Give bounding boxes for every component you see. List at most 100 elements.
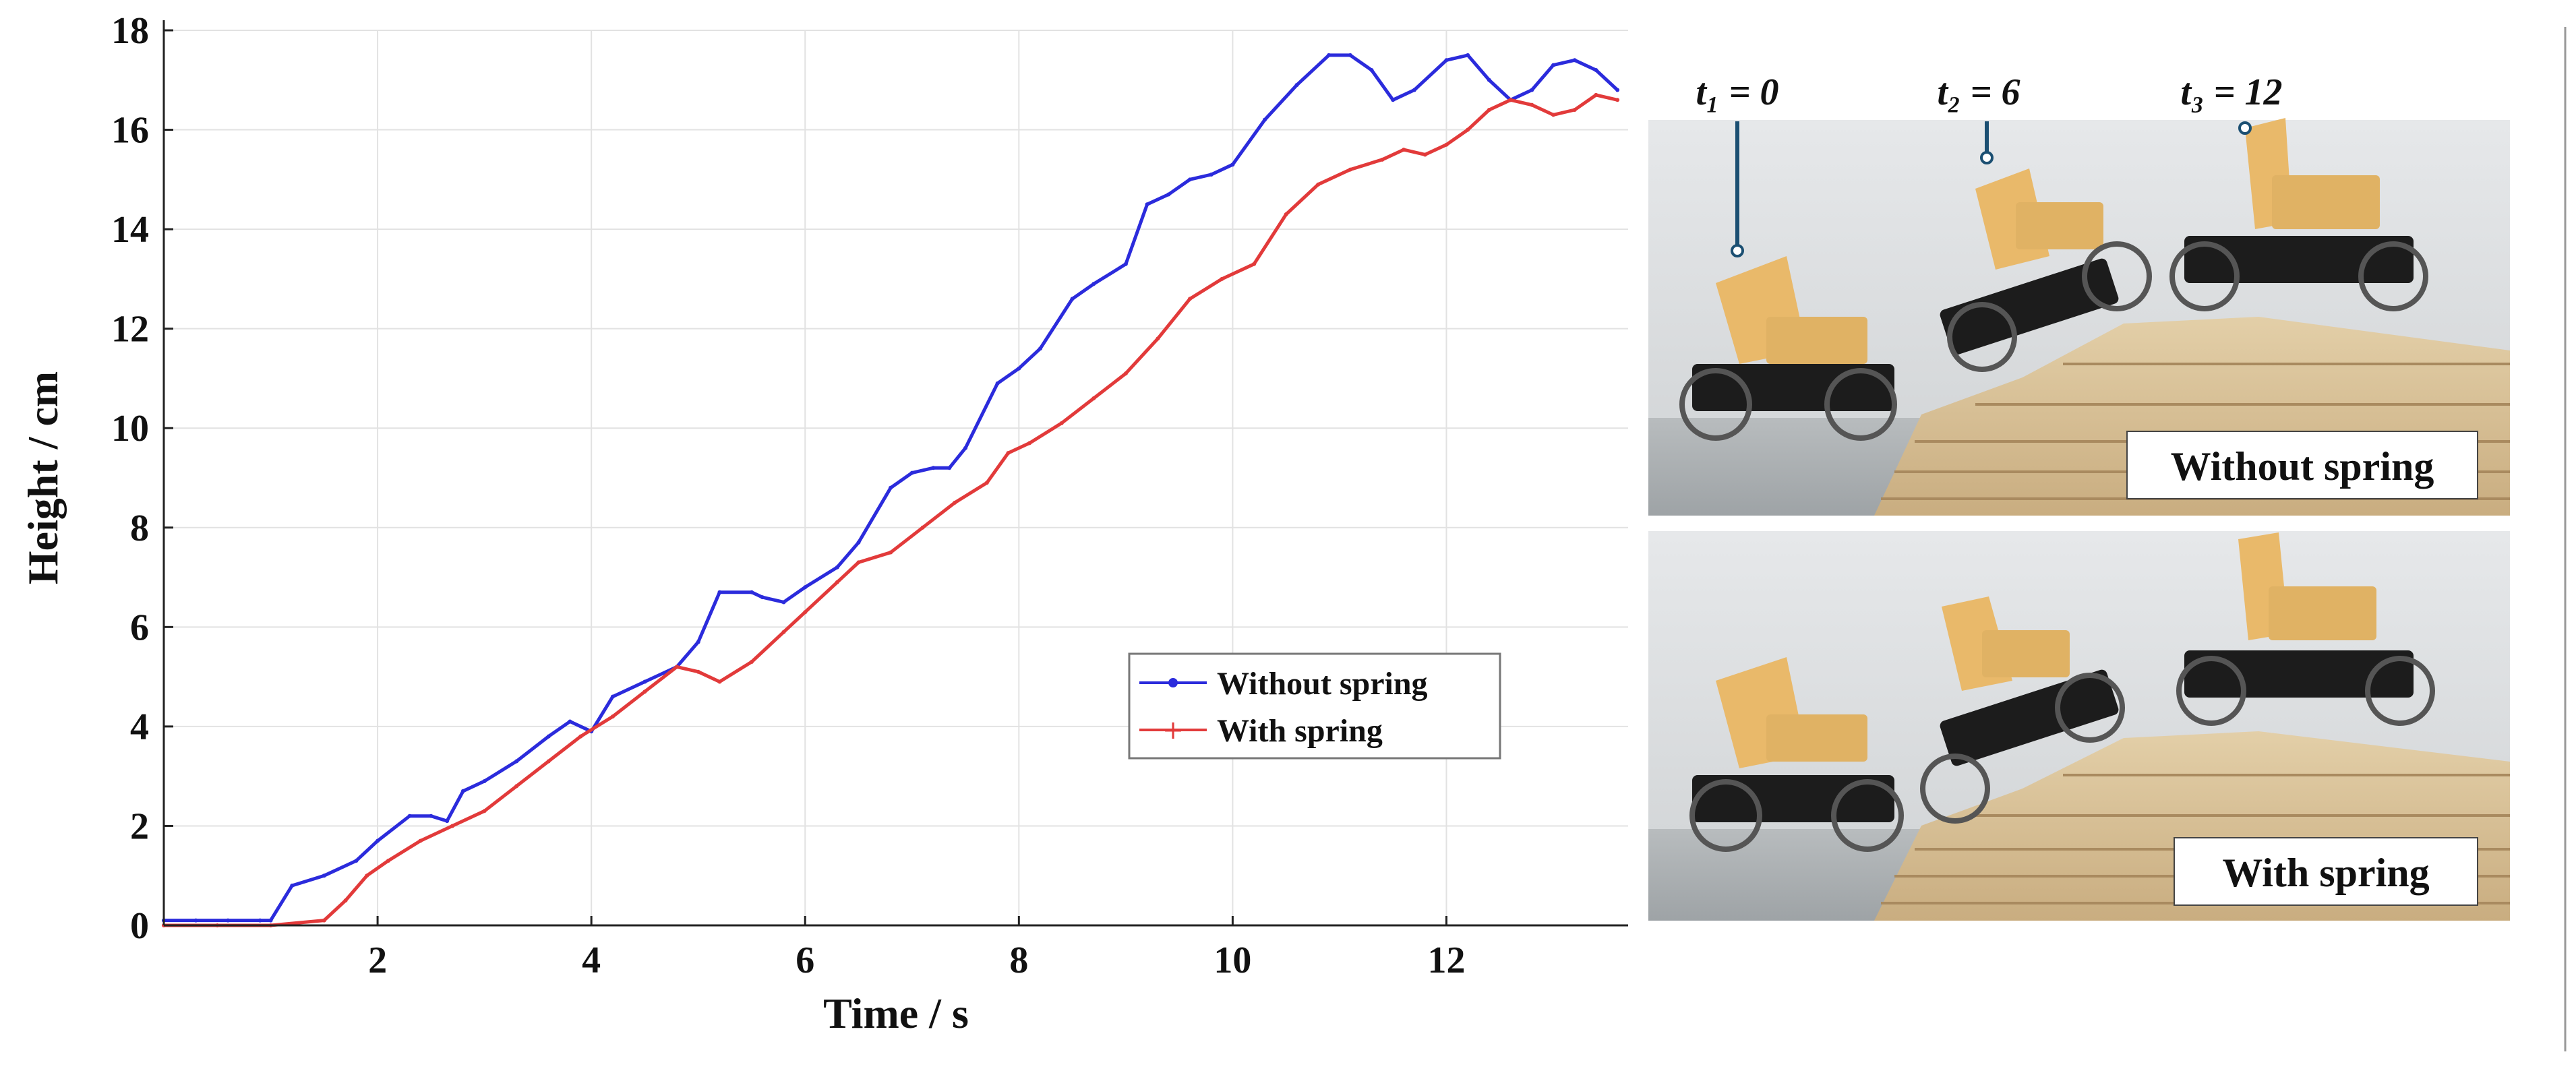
data-point [696, 669, 700, 674]
photo-label-with-spring: With spring [2222, 851, 2429, 895]
y-tick-label: 12 [111, 309, 149, 350]
data-point [1551, 113, 1556, 117]
time-markers: t₁ = 0 t₂ = 6 t₃ = 12 [1696, 71, 2283, 257]
plot-area [164, 30, 1628, 925]
data-point [1294, 83, 1299, 88]
data-point [268, 918, 273, 923]
data-point [1187, 177, 1192, 182]
data-point [696, 640, 700, 644]
data-point [1166, 192, 1171, 197]
data-point [568, 719, 572, 724]
robot-t3 [2169, 118, 2428, 311]
data-point [193, 918, 198, 923]
data-point [931, 466, 936, 470]
robot-t2 [1940, 168, 2152, 372]
data-point [1466, 127, 1470, 132]
legend-box [1128, 652, 1501, 760]
x-tick-label: 10 [1214, 940, 1251, 981]
robot-t3 [2176, 532, 2435, 726]
time-label-t3: t₃ = 12 [2181, 71, 2283, 113]
data-point [376, 838, 380, 843]
data-point [418, 838, 423, 843]
legend-label-with-spring: With spring [1217, 713, 1383, 749]
legend-marker-without-spring [1168, 678, 1178, 687]
photo-label-box-bottom [2174, 837, 2478, 906]
data-point [1327, 53, 1331, 57]
y-tick-label: 18 [111, 10, 149, 52]
data-point [407, 813, 412, 818]
data-point [610, 694, 615, 699]
data-point [760, 595, 765, 600]
data-point [642, 679, 647, 684]
photo-label-box-top [2126, 431, 2478, 499]
data-point [749, 659, 754, 664]
data-point [889, 485, 893, 490]
robot-photo-panels: Without spring [1648, 27, 2567, 1051]
data-point [1487, 78, 1491, 82]
data-point [514, 759, 519, 764]
time-label-t2: t₂ = 6 [1938, 71, 2020, 113]
data-point [1391, 98, 1396, 102]
y-tick-label: 10 [111, 408, 149, 450]
data-point [909, 470, 914, 475]
robot-t1 [1689, 657, 1904, 852]
data-point [1091, 282, 1096, 286]
data-point [920, 525, 925, 530]
data-point [1059, 421, 1064, 425]
data-point [1123, 262, 1128, 266]
data-point [343, 898, 348, 903]
data-point [953, 500, 957, 505]
y-tick-label: 6 [130, 607, 149, 648]
data-point [482, 809, 487, 813]
data-point [386, 859, 390, 863]
y-tick-label: 2 [130, 805, 149, 847]
photo-without-spring: Without spring [1648, 118, 2510, 516]
data-point [1551, 63, 1556, 67]
data-point [1412, 88, 1416, 92]
legend-marker-with-spring: + [1162, 715, 1184, 745]
series-without-spring [162, 53, 1620, 923]
data-point [642, 689, 647, 694]
y-axis-label: Height / cm [19, 371, 67, 584]
photo-label-without-spring: Without spring [2171, 444, 2434, 489]
data-point [445, 819, 450, 824]
data-point [429, 813, 433, 818]
x-tick-label: 6 [796, 940, 814, 981]
data-point [1348, 53, 1352, 57]
height-vs-time-chart: 2 4 6 8 10 12 0 2 4 6 8 10 12 14 16 18 Time / s Height … [19, 10, 1628, 1037]
data-point [1348, 167, 1352, 172]
data-point [1156, 336, 1160, 341]
data-point [835, 565, 839, 570]
data-point [1220, 276, 1224, 281]
time-pointer-dot-t1 [1731, 244, 1744, 257]
data-point [1594, 68, 1598, 73]
data-point [749, 590, 754, 594]
data-point [1284, 212, 1288, 216]
x-tick-label: 8 [1009, 940, 1028, 981]
data-point [717, 590, 722, 594]
data-point [717, 679, 722, 684]
data-point [226, 918, 231, 923]
x-tick-label: 4 [582, 940, 601, 981]
data-point [1230, 162, 1235, 167]
data-point [1530, 88, 1534, 92]
x-axis-label: Time / s [823, 989, 969, 1037]
data-point [803, 610, 808, 615]
time-pointer-dot-t3 [2238, 121, 2252, 135]
data-point [1380, 157, 1385, 162]
data-point [1615, 88, 1620, 92]
y-tick-label: 8 [130, 508, 149, 549]
y-tick-label: 4 [130, 706, 149, 748]
y-tick-label: 16 [111, 110, 149, 152]
y-tick-label: 14 [111, 209, 149, 251]
data-point [963, 446, 968, 450]
data-point [1444, 58, 1449, 63]
data-point [1530, 102, 1534, 107]
data-point [781, 600, 786, 605]
data-point [514, 784, 519, 789]
data-point [947, 466, 952, 470]
data-point [322, 918, 326, 923]
legend-label-without-spring: Without spring [1217, 666, 1428, 702]
data-point [1070, 297, 1075, 301]
data-point [1123, 371, 1128, 376]
